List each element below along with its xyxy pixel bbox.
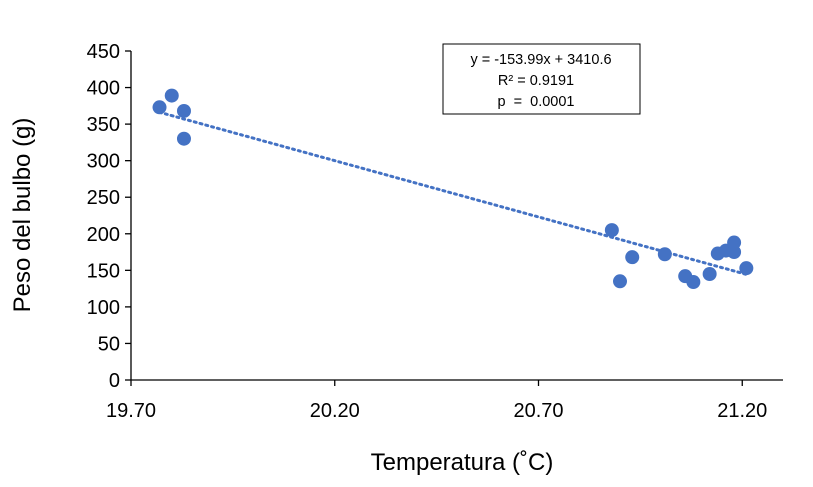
data-point: [164, 88, 179, 103]
y-tick-label: 100: [87, 297, 120, 319]
data-point: [657, 247, 672, 262]
data-point: [604, 223, 619, 238]
x-tick-label: 20.70: [513, 400, 563, 422]
equation-line: y = -153.99x + 3410.6: [470, 52, 611, 68]
p-value-line: p = 0.0001: [498, 94, 575, 110]
data-point: [152, 100, 167, 115]
data-point: [176, 131, 191, 146]
data-point: [625, 250, 640, 265]
data-point: [727, 235, 742, 250]
equation-box-border: [442, 43, 641, 115]
x-tick-label: 19.70: [106, 400, 156, 422]
y-tick-label: 250: [87, 187, 120, 209]
y-axis-title: Peso del bulbo (g): [9, 118, 36, 313]
y-tick-label: 50: [98, 333, 120, 355]
y-tick-label: 450: [87, 41, 120, 63]
y-tick-label: 300: [87, 151, 120, 173]
data-point: [739, 261, 754, 276]
y-tick-label: 200: [87, 224, 120, 246]
x-tick-label: 21.20: [717, 400, 767, 422]
trendline: [158, 110, 748, 276]
y-tick-label: 150: [87, 260, 120, 282]
data-point: [176, 103, 191, 118]
x-axis-title: Temperatura (˚C): [371, 449, 554, 476]
y-tick-label: 0: [109, 370, 120, 392]
data-point: [613, 274, 627, 289]
y-tick-label: 350: [87, 114, 120, 136]
data-points-layer: [152, 88, 754, 290]
r-squared-line: R² = 0.9191: [498, 73, 574, 89]
data-point: [686, 275, 701, 290]
equation-box: y = -153.99x + 3410.6 R² = 0.9191 p = 0.…: [442, 43, 641, 115]
axes-layer: 0 50 100 150 200 250 300 350 400 450 19.70 20.20 20.…: [87, 41, 783, 422]
y-tick-label: 400: [87, 78, 120, 100]
data-point: [702, 266, 717, 281]
x-tick-label: 20.20: [310, 400, 360, 422]
trendline-layer: [158, 110, 748, 276]
